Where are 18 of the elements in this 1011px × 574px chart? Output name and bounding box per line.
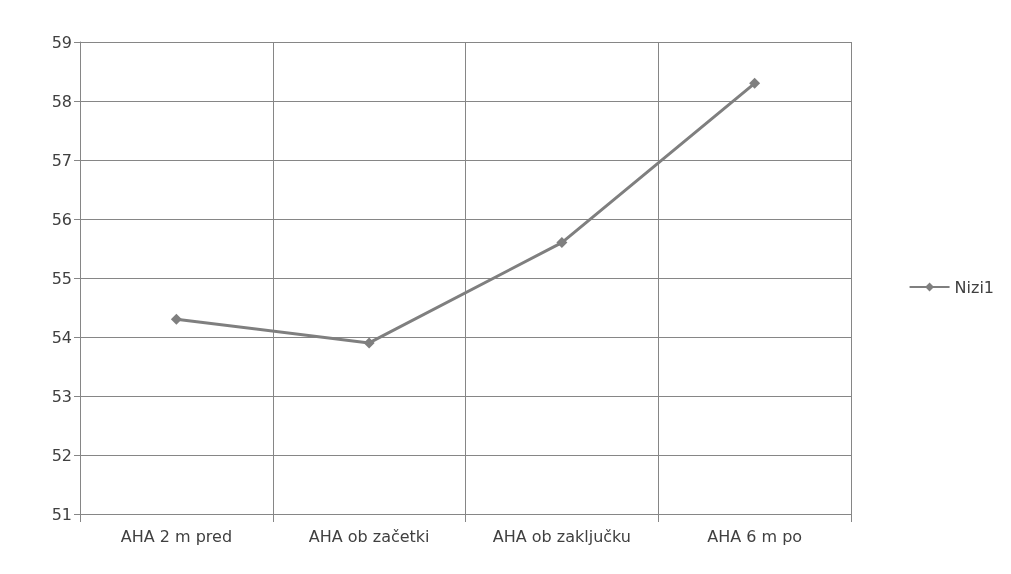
- y-tick-label: 57: [51, 150, 72, 170]
- y-tick-label: 53: [51, 386, 72, 406]
- x-tick-label: AHA 6 m po: [707, 526, 803, 546]
- x-tick-label: AHA ob začetki: [308, 526, 430, 546]
- point: [170, 313, 182, 325]
- x-tick-label: AHA ob zaključku: [492, 526, 631, 546]
- y-tick-label: 52: [51, 445, 72, 465]
- point: [363, 337, 375, 349]
- x-tick-label: AHA 2 m pred: [120, 526, 233, 546]
- y-tick-label: 55: [51, 268, 72, 288]
- legend-label: Nizi1: [954, 277, 994, 297]
- point: [556, 237, 568, 249]
- y-tick-label: 54: [51, 327, 72, 347]
- y-tick-label: 58: [51, 91, 72, 111]
- y-tick-label: 59: [51, 32, 72, 52]
- point: [749, 77, 761, 89]
- y-tick-label: 51: [51, 504, 72, 524]
- y-tick-label: 56: [51, 209, 72, 229]
